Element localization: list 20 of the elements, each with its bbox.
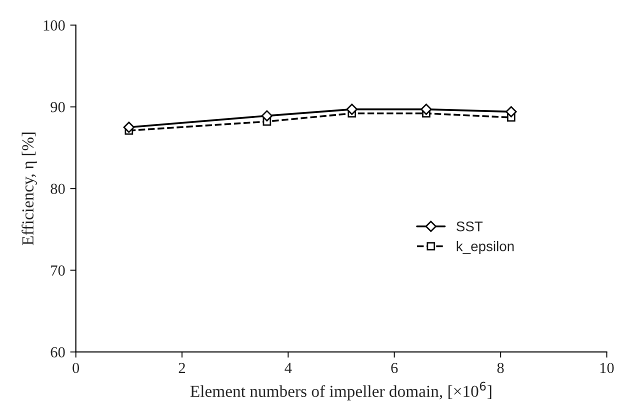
x-tick-label: 2 <box>178 362 185 373</box>
x-tick-label: 8 <box>497 362 504 374</box>
y-tick-label: 80 <box>50 184 65 194</box>
y-tick-label: 100 <box>44 20 65 31</box>
y-tick-label: 90 <box>50 102 65 112</box>
x-tick-label: 4 <box>284 362 292 373</box>
y-axis-title: Efficiency, η [%] <box>22 132 37 246</box>
x-tick-label: 6 <box>391 362 398 374</box>
point <box>123 122 135 133</box>
x-axis-title: Element numbers of impeller domain, [×10$^{6}$] <box>190 382 492 400</box>
y-tick-label: 60 <box>50 347 65 358</box>
legend-label: k_epsilon <box>456 241 514 254</box>
legend-label: SST <box>456 222 483 232</box>
point <box>346 104 358 115</box>
x-tick-label: 0 <box>72 362 80 374</box>
point <box>506 106 517 118</box>
point <box>261 110 273 122</box>
point <box>420 104 432 115</box>
x-tick-label: 10 <box>600 362 614 374</box>
y-tick-label: 70 <box>51 265 65 276</box>
